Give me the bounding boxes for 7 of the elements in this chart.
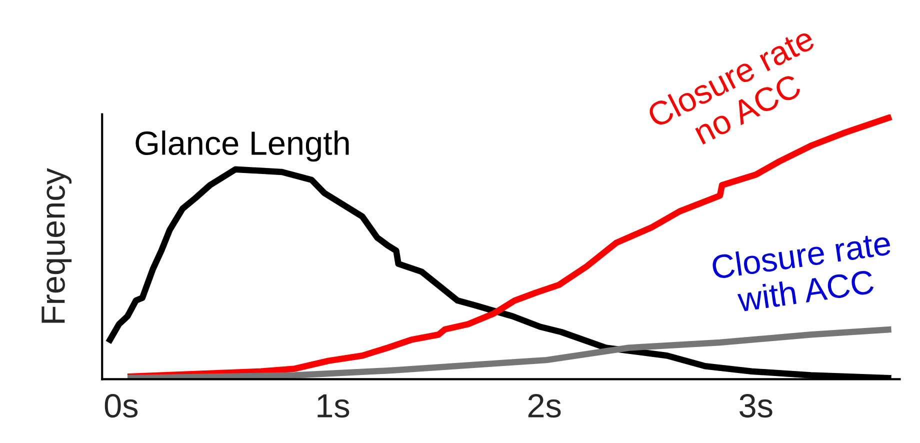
x-tick-label: 0s xyxy=(104,394,138,418)
series-label: Glance Length xyxy=(136,130,349,162)
text: Closure rate with ACC xyxy=(711,230,892,312)
x-tick-label: 1s xyxy=(318,394,350,418)
x-tick-label: 2s xyxy=(528,394,561,418)
x-tick-label: 3s xyxy=(740,394,772,418)
y-axis-title: Frequency xyxy=(42,168,72,323)
